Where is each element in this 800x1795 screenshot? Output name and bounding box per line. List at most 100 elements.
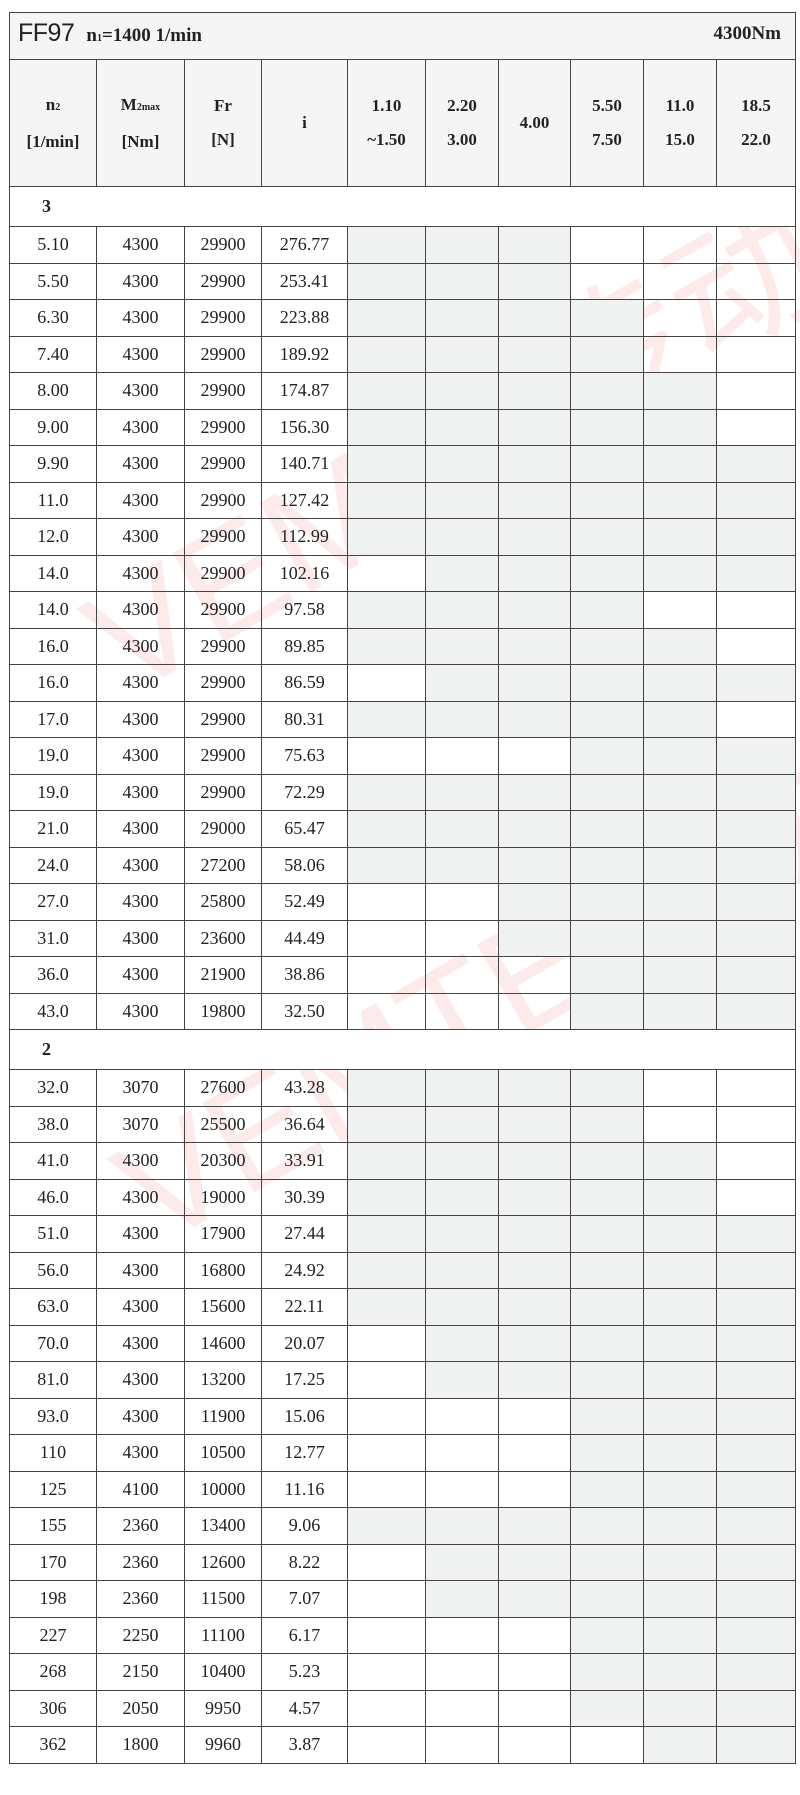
cell-i: 22.11 <box>261 1288 348 1326</box>
available-cell <box>716 1543 796 1581</box>
available-cell <box>498 1543 571 1581</box>
table-row: 51.0 4300 17900 27.44 <box>9 1215 796 1253</box>
cell-fr: 19000 <box>184 1178 262 1216</box>
cell-m2: 4300 <box>96 408 185 446</box>
cell-fr: 29900 <box>184 299 262 337</box>
available-cell <box>347 299 426 337</box>
empty-cell <box>643 591 717 629</box>
available-cell <box>570 1397 644 1435</box>
available-cell <box>716 773 796 811</box>
header-power-1: 2.20 3.00 <box>425 59 499 187</box>
cell-m2: 4300 <box>96 1397 185 1435</box>
available-cell <box>498 372 571 410</box>
cell-i: 32.50 <box>261 992 348 1030</box>
header-fr: Fr [N] <box>184 59 262 187</box>
cell-fr: 29900 <box>184 445 262 483</box>
available-cell <box>570 773 644 811</box>
available-cell <box>643 1324 717 1362</box>
empty-cell <box>425 1397 499 1435</box>
available-cell <box>498 554 571 592</box>
cell-n2: 9.90 <box>9 445 97 483</box>
available-cell <box>498 408 571 446</box>
cell-fr: 9960 <box>184 1726 262 1764</box>
available-cell <box>347 627 426 665</box>
available-cell <box>570 883 644 921</box>
cell-i: 43.28 <box>261 1069 348 1107</box>
available-cell <box>570 372 644 410</box>
empty-cell <box>643 262 717 300</box>
rated-torque: 4300Nm <box>713 23 781 44</box>
table-row: 70.0 4300 14600 20.07 <box>9 1324 796 1362</box>
cell-n2: 5.10 <box>9 226 97 264</box>
empty-cell <box>425 1689 499 1727</box>
available-cell <box>498 1361 571 1399</box>
cell-n2: 198 <box>9 1580 97 1618</box>
cell-fr: 23600 <box>184 919 262 957</box>
table-row: 170 2360 12600 8.22 <box>9 1543 796 1581</box>
available-cell <box>570 1324 644 1362</box>
empty-cell <box>347 1397 426 1435</box>
cell-m2: 2360 <box>96 1507 185 1545</box>
empty-cell <box>347 1543 426 1581</box>
cell-m2: 4300 <box>96 1215 185 1253</box>
available-cell <box>716 481 796 519</box>
empty-cell <box>498 992 571 1030</box>
table-row: 24.0 4300 27200 58.06 <box>9 846 796 884</box>
cell-n2: 110 <box>9 1434 97 1472</box>
available-cell <box>425 700 499 738</box>
available-cell <box>425 810 499 848</box>
empty-cell <box>716 1178 796 1216</box>
empty-cell <box>347 1689 426 1727</box>
cell-n2: 170 <box>9 1543 97 1581</box>
cell-m2: 4300 <box>96 919 185 957</box>
available-cell <box>498 445 571 483</box>
available-cell <box>498 262 571 300</box>
cell-i: 223.88 <box>261 299 348 337</box>
cell-fr: 27200 <box>184 846 262 884</box>
cell-fr: 29000 <box>184 810 262 848</box>
available-cell <box>643 810 717 848</box>
empty-cell <box>498 1397 571 1435</box>
cell-fr: 19800 <box>184 992 262 1030</box>
cell-i: 7.07 <box>261 1580 348 1618</box>
cell-i: 52.49 <box>261 883 348 921</box>
table-body: 3 5.10 4300 29900 276.77 5.50 4300 29900 253.41 6… <box>9 186 796 1764</box>
cell-fr: 27600 <box>184 1069 262 1107</box>
available-cell <box>347 445 426 483</box>
cell-m2: 4300 <box>96 846 185 884</box>
cell-n2: 19.0 <box>9 773 97 811</box>
available-cell <box>498 846 571 884</box>
cell-i: 44.49 <box>261 919 348 957</box>
available-cell <box>347 1507 426 1545</box>
cell-i: 72.29 <box>261 773 348 811</box>
table-row: 63.0 4300 15600 22.11 <box>9 1288 796 1326</box>
table-row: 11.0 4300 29900 127.42 <box>9 481 796 519</box>
empty-cell <box>425 883 499 921</box>
empty-cell <box>425 1470 499 1508</box>
table-row: 306 2050 9950 4.57 <box>9 1689 796 1727</box>
cell-m2: 4300 <box>96 591 185 629</box>
available-cell <box>643 1215 717 1253</box>
cell-m2: 4300 <box>96 518 185 556</box>
cell-fr: 25500 <box>184 1105 262 1143</box>
table-row: 9.00 4300 29900 156.30 <box>9 408 796 446</box>
available-cell <box>643 1397 717 1435</box>
available-cell <box>643 445 717 483</box>
stage-label: 3 <box>9 186 796 227</box>
available-cell <box>498 1069 571 1107</box>
header-power-3: 5.50 7.50 <box>570 59 644 187</box>
available-cell <box>498 700 571 738</box>
available-cell <box>425 1215 499 1253</box>
available-cell <box>425 1069 499 1107</box>
table-row: 38.0 3070 25500 36.64 <box>9 1105 796 1143</box>
table-row: 227 2250 11100 6.17 <box>9 1616 796 1654</box>
cell-i: 5.23 <box>261 1653 348 1691</box>
cell-i: 3.87 <box>261 1726 348 1764</box>
available-cell <box>347 226 426 264</box>
available-cell <box>570 554 644 592</box>
cell-m2: 2050 <box>96 1689 185 1727</box>
cell-n2: 46.0 <box>9 1178 97 1216</box>
empty-cell <box>716 226 796 264</box>
empty-cell <box>716 1105 796 1143</box>
available-cell <box>347 1251 426 1289</box>
